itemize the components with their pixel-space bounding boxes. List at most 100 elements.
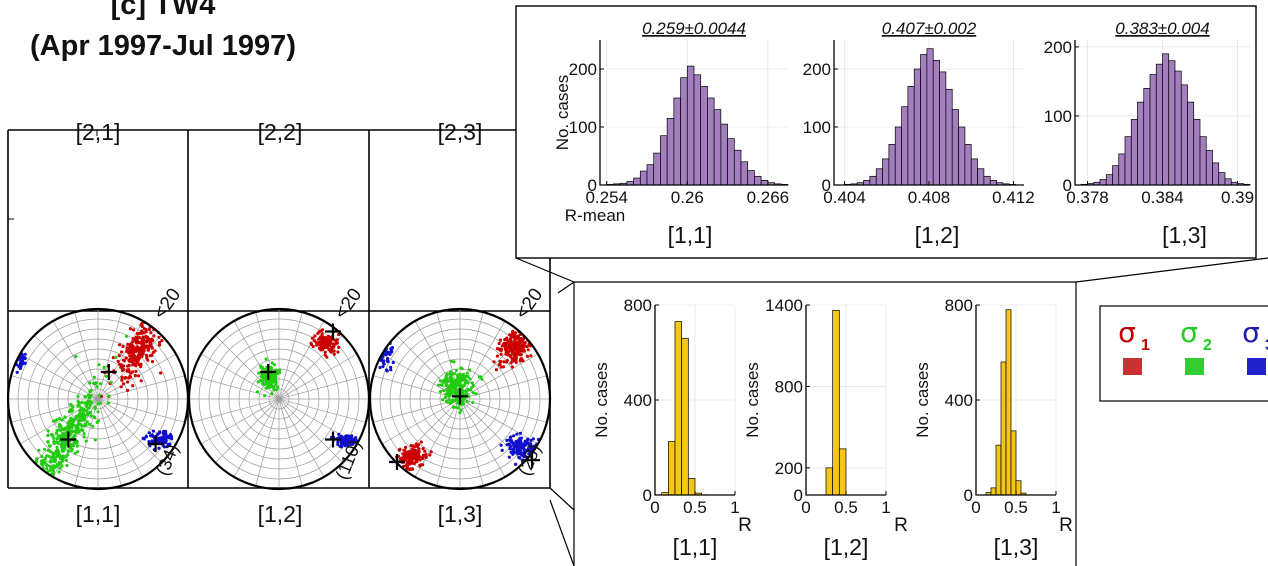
- stereonet-point: [408, 461, 412, 465]
- sigma2-cluster: [24, 334, 129, 480]
- histogram-bar: [1143, 87, 1151, 186]
- stereonet-point: [139, 362, 143, 366]
- stereonet-point: [505, 346, 510, 350]
- histogram-bar: [901, 106, 909, 186]
- stereonet-point: [58, 417, 62, 421]
- stereonet-point: [264, 381, 268, 386]
- stereonet-point: [500, 344, 504, 348]
- stereonet-point: [150, 433, 154, 437]
- stereonet-point: [456, 406, 460, 410]
- grid-top-label-2: [2,2]: [258, 119, 303, 145]
- stereonet-point: [505, 341, 509, 345]
- stereonet-point: [89, 393, 93, 398]
- stereonet-point: [311, 344, 315, 349]
- stereonet-point: [445, 400, 449, 404]
- histogram-bar: [727, 138, 735, 186]
- y-tick-label: 800: [775, 377, 803, 396]
- stereonet-point: [49, 456, 53, 460]
- histogram-caption: [1,2]: [824, 534, 869, 560]
- stereonet-point: [111, 356, 115, 360]
- histogram-r-13: 0 0.5 1 0 400 800 No. cases R [1,3]: [913, 296, 1073, 560]
- x-tick-label: 0: [650, 498, 659, 517]
- panel-title: [c] TW4 (Apr 1997-Jul 1997): [30, 0, 296, 62]
- stereonet-point: [501, 365, 506, 369]
- stereonet-point: [154, 324, 159, 328]
- histogram-bar: [681, 337, 689, 496]
- stereonet-point: [413, 448, 417, 452]
- stereonet-point: [319, 336, 323, 341]
- stereonet-point: [521, 349, 525, 353]
- histogram-bar: [995, 444, 1002, 496]
- stereonet-point: [46, 440, 50, 444]
- stereonet-point: [510, 365, 514, 369]
- stereonet-point: [165, 445, 169, 449]
- stereonet-point: [140, 354, 144, 358]
- stereonet-point: [336, 350, 340, 354]
- histogram-bar: [1000, 361, 1007, 496]
- stereonet-point: [75, 444, 79, 448]
- stereonet-point: [56, 451, 61, 455]
- stereonet-point: [64, 431, 68, 435]
- stereonet-point: [47, 444, 52, 448]
- histogram-bar: [863, 180, 871, 186]
- stereonet-point: [122, 364, 126, 368]
- stereonet-point: [147, 320, 152, 324]
- stereonet-point: [515, 432, 519, 436]
- stereonet-point: [92, 375, 96, 379]
- histogram-bar: [760, 180, 769, 186]
- stereonet-point: [255, 390, 260, 394]
- stereonet-point: [340, 435, 344, 439]
- stereonet-point: [141, 352, 145, 356]
- stereonet-point: [74, 428, 78, 432]
- y-tick-label: 400: [945, 391, 973, 410]
- stereonet-point: [269, 385, 273, 389]
- sigma1-cluster: [93, 309, 176, 398]
- stereonet-point: [374, 355, 378, 359]
- histogram-bar: [1212, 162, 1220, 186]
- stereonet-point: [256, 380, 260, 384]
- stereonet-point: [262, 377, 266, 381]
- stereonet-point: [128, 357, 133, 361]
- stereonet-point: [502, 360, 506, 364]
- stereonet-point: [102, 365, 106, 369]
- stereonet-point: [80, 418, 84, 422]
- stereonet-point: [508, 346, 512, 351]
- stereonet-point: [15, 370, 19, 374]
- stereonet-point: [151, 350, 155, 355]
- stereonet-point: [78, 408, 82, 413]
- stereonet-point: [167, 336, 171, 340]
- stereonet-point: [131, 328, 136, 332]
- panel-title-line2: (Apr 1997-Jul 1997): [30, 30, 296, 62]
- y-axis-label: No. cases: [592, 362, 611, 438]
- zoom-connectors: [515, 257, 1268, 566]
- stereonet-point: [419, 440, 423, 444]
- stereonet-point: [73, 451, 77, 455]
- stereonet-point: [41, 474, 46, 478]
- stereonet-point: [133, 349, 138, 353]
- y-tick-label: 0: [822, 176, 831, 195]
- stereonet-point: [468, 368, 472, 372]
- stereonet-point: [444, 383, 448, 387]
- stereonet-point: [24, 473, 28, 477]
- stereonet-point: [128, 354, 132, 358]
- stereonet-point: [142, 327, 146, 331]
- stereonet-point: [521, 346, 525, 350]
- stereonet-point: [121, 344, 125, 349]
- stereonet-point: [495, 347, 499, 351]
- upper-cell-note-1: <20: [150, 285, 186, 323]
- histogram-bar: [1168, 60, 1176, 186]
- stereonet-point: [514, 441, 518, 445]
- stereonet-point: [164, 441, 168, 445]
- stereonet-point: [117, 354, 121, 358]
- stereonet-point: [51, 472, 56, 476]
- stereonet-point: [81, 428, 85, 433]
- histogram-bar: [875, 168, 883, 186]
- stereonet-point: [324, 338, 329, 343]
- stereonet-point: [331, 342, 335, 346]
- x-axis-label: R: [1059, 515, 1073, 536]
- stereonet-point: [443, 395, 448, 399]
- stereonet-point: [149, 342, 153, 346]
- stereonet-point: [139, 323, 143, 327]
- histogram-bar: [945, 88, 953, 186]
- stereonet-point: [57, 470, 61, 474]
